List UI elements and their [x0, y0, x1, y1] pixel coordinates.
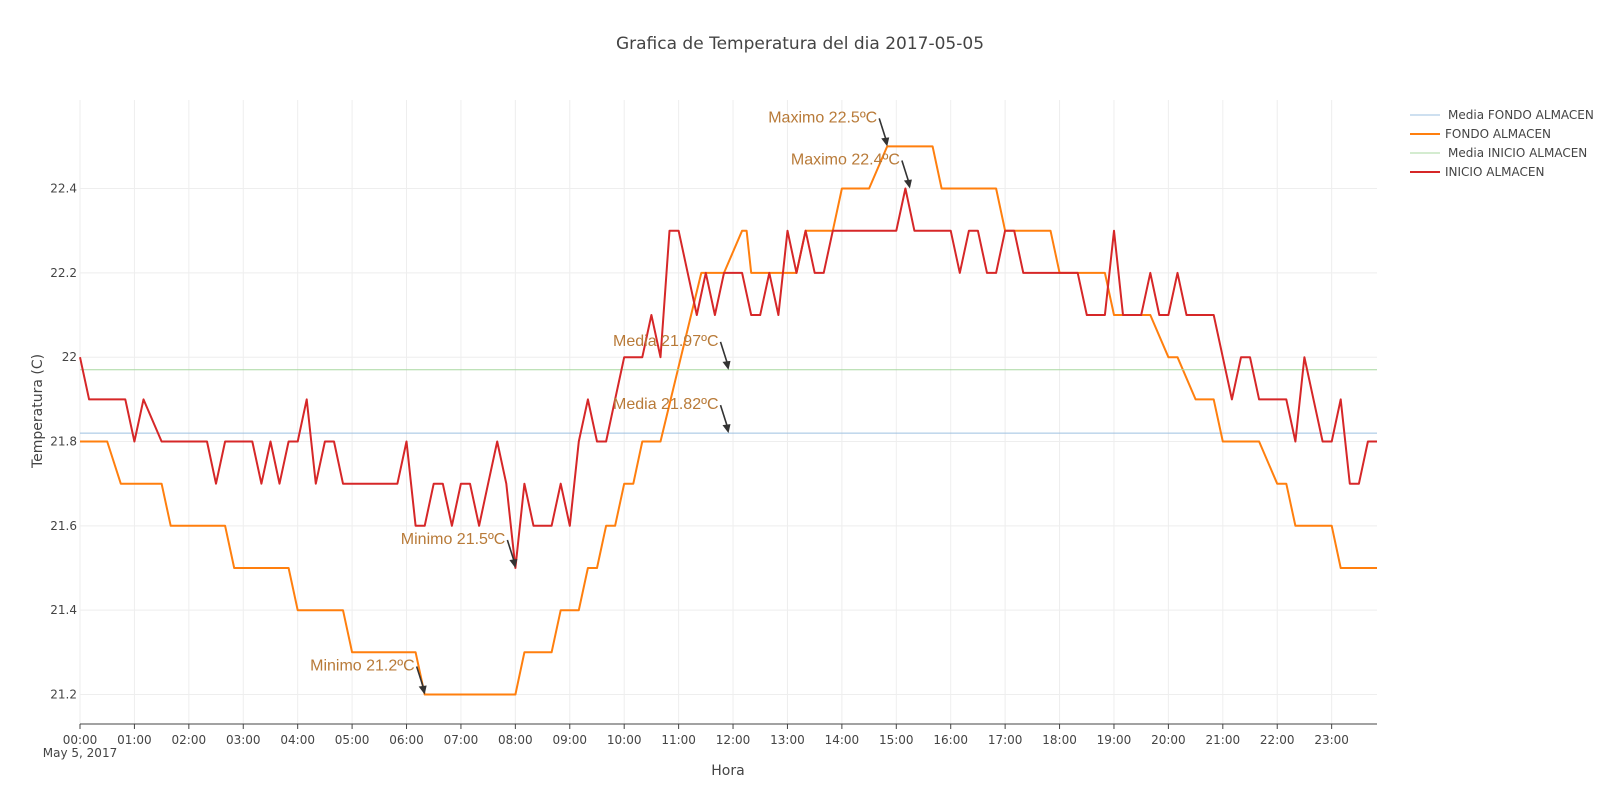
annotation-label: Minimo 21.5ºC	[401, 531, 506, 548]
y-axis-title: Temperatura (C)	[30, 354, 46, 469]
x-tick-label: 08:00	[498, 733, 533, 747]
x-tick-label: 14:00	[825, 733, 860, 747]
series-line-fondo-almacen[interactable]	[80, 145, 1377, 696]
annotation: Minimo 21.2ºC	[310, 657, 427, 695]
grid	[79, 100, 1377, 724]
x-tick-label: 20:00	[1151, 733, 1186, 747]
annotations: Maximo 22.5ºC Maximo 22.4ºC Media 21.97ºC M…	[310, 109, 912, 695]
y-tick-label: 21.8	[50, 435, 77, 449]
x-tick-label: 23:00	[1314, 733, 1349, 747]
annotation-arrowhead	[881, 137, 890, 147]
annotation-arrowhead	[418, 685, 427, 695]
annotation: Minimo 21.5ºC	[401, 531, 518, 568]
annotation-label: Minimo 21.2ºC	[310, 657, 415, 674]
annotation-arrow	[506, 539, 516, 563]
legend-label: Media INICIO ALMACEN	[1448, 146, 1587, 160]
y-tick-label: 22	[62, 350, 77, 364]
annotation-arrow	[415, 666, 425, 689]
annotation: Media 21.97ºC	[613, 333, 731, 370]
legend-item[interactable]: FONDO ALMACEN	[1410, 127, 1551, 141]
annotation-arrow	[719, 341, 729, 365]
x-tick-label: 02:00	[172, 733, 207, 747]
y-tick-label: 21.2	[50, 687, 77, 701]
annotation-arrowhead	[903, 179, 912, 189]
annotation-label: Maximo 22.5ºC	[768, 109, 877, 126]
x-tick-label: 09:00	[552, 733, 587, 747]
annotation-arrowhead	[722, 424, 731, 434]
x-tick-label: 17:00	[988, 733, 1023, 747]
annotation-arrow	[719, 404, 729, 428]
x-tick-label: 11:00	[661, 733, 696, 747]
legend-item[interactable]: Media INICIO ALMACEN	[1410, 146, 1587, 160]
annotation-arrowhead	[509, 559, 518, 568]
x-axis-title: Hora	[711, 763, 744, 779]
y-tick-label: 22.4	[50, 182, 77, 196]
x-tick-label: 13:00	[770, 733, 805, 747]
x-tick-label: 00:00	[63, 733, 98, 747]
annotation: Maximo 22.5ºC	[768, 109, 890, 147]
annotation: Media 21.82ºC	[613, 396, 731, 434]
x-tick-label: 07:00	[444, 733, 479, 747]
legend-label: Media FONDO ALMACEN	[1448, 108, 1594, 122]
y-tick-label: 22.2	[50, 266, 77, 280]
x-tick-label: 19:00	[1097, 733, 1132, 747]
annotation-arrow	[901, 160, 910, 183]
legend[interactable]: Media FONDO ALMACEN FONDO ALMACEN Media IN…	[1410, 108, 1594, 179]
x-tick-label: 18:00	[1042, 733, 1077, 747]
x-tick-label: 12:00	[716, 733, 751, 747]
legend-item[interactable]: INICIO ALMACEN	[1410, 165, 1544, 179]
x-tick-label: 06:00	[389, 733, 424, 747]
x-tick-label: 21:00	[1206, 733, 1241, 747]
x-axis-date-label: May 5, 2017	[43, 746, 117, 760]
annotation-arrow	[878, 118, 887, 141]
x-tick-label: 03:00	[226, 733, 261, 747]
annotation-label: Maximo 22.4ºC	[791, 152, 900, 169]
x-tick-label: 01:00	[117, 733, 152, 747]
legend-item[interactable]: Media FONDO ALMACEN	[1410, 108, 1594, 122]
chart-title: Grafica de Temperatura del dia 2017-05-0…	[616, 34, 984, 54]
x-tick-label: 10:00	[607, 733, 642, 747]
x-tick-label: 16:00	[933, 733, 968, 747]
annotation: Maximo 22.4ºC	[791, 152, 912, 189]
annotation-label: Media 21.97ºC	[613, 333, 718, 350]
x-tick-label: 04:00	[280, 733, 315, 747]
y-tick-label: 21.4	[50, 603, 77, 617]
annotation-arrowhead	[722, 360, 731, 370]
annotation-label: Media 21.82ºC	[613, 396, 718, 413]
x-tick-label: 22:00	[1260, 733, 1295, 747]
series-line-inicio-almacen[interactable]	[79, 187, 1377, 569]
x-tick-label: 15:00	[879, 733, 914, 747]
legend-label: INICIO ALMACEN	[1445, 165, 1544, 179]
x-tick-label: 05:00	[335, 733, 370, 747]
legend-label: FONDO ALMACEN	[1445, 127, 1551, 141]
y-tick-label: 21.6	[50, 519, 77, 533]
axes: 00:00 01:00 02:00 03:00 04:00 05:00 06:00 07:00…	[50, 182, 1377, 747]
